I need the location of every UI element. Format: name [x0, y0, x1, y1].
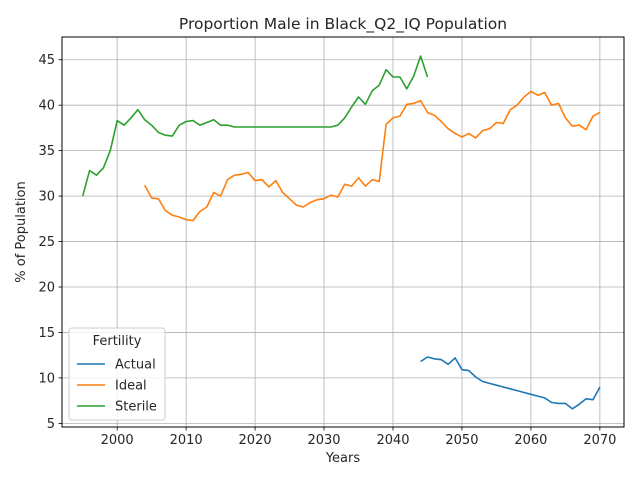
x-tick-label: 2030	[307, 433, 340, 448]
y-tick-label: 30	[38, 190, 55, 205]
x-tick-label: 2060	[514, 433, 547, 448]
legend-label-ideal: Ideal	[115, 379, 147, 394]
legend-label-actual: Actual	[115, 358, 156, 373]
y-tick-label: 25	[38, 235, 55, 250]
y-tick-label: 5	[47, 417, 55, 432]
x-axis-label: Years	[325, 451, 361, 466]
chart-title: Proportion Male in Black_Q2_IQ Populatio…	[179, 15, 507, 34]
plot-frame	[61, 36, 625, 428]
series-line-sterile	[81, 55, 429, 197]
series-layer	[81, 55, 601, 410]
ticks: 2000 2010 2020 2030 2040 2050 2060 2070 5 10 15 20 2…	[38, 53, 616, 448]
grid	[62, 37, 624, 427]
legend: Fertility Actual Ideal Sterile	[68, 327, 166, 421]
x-tick-label: 2050	[445, 433, 478, 448]
x-tick-label: 2070	[583, 433, 616, 448]
series-line-ideal	[143, 90, 601, 222]
y-tick-label: 10	[38, 371, 55, 386]
y-tick-label: 20	[38, 281, 55, 296]
x-tick-label: 2000	[101, 433, 134, 448]
x-tick-label: 2020	[239, 433, 272, 448]
y-tick-label: 40	[38, 99, 55, 114]
y-axis-label: % of Population	[14, 181, 29, 282]
legend-entries: Actual Ideal Sterile	[77, 358, 157, 415]
legend-label-sterile: Sterile	[115, 400, 157, 415]
series-line-actual	[420, 356, 601, 410]
y-tick-label: 45	[38, 53, 55, 68]
legend-title: Fertility	[93, 334, 142, 349]
y-tick-label: 15	[38, 326, 55, 341]
x-tick-label: 2040	[376, 433, 409, 448]
legend-box	[68, 327, 166, 421]
y-tick-label: 35	[38, 144, 55, 159]
x-tick-label: 2010	[170, 433, 203, 448]
